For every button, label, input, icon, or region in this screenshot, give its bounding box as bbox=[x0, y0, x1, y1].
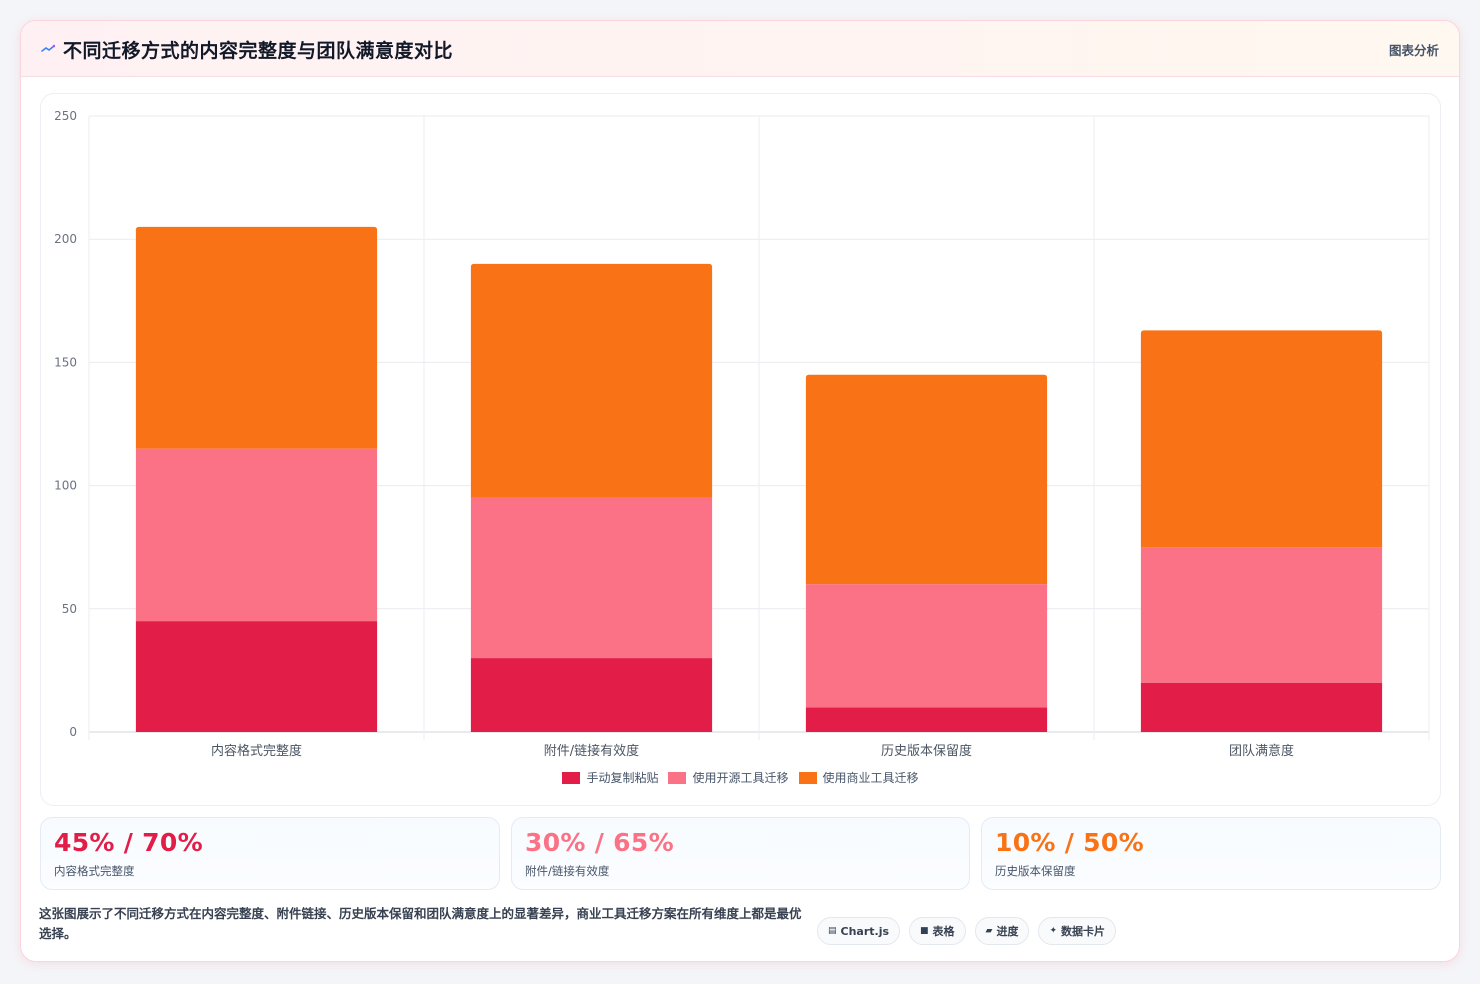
bar-segment bbox=[1140, 330, 1383, 548]
y-tick-label: 200 bbox=[54, 232, 77, 246]
bar-segment bbox=[1140, 682, 1383, 732]
chip-label: 表格 bbox=[932, 925, 955, 938]
stat-card-history: 10% / 50% 历史版本保留度 bbox=[981, 817, 1441, 890]
bar-segment bbox=[805, 584, 1048, 708]
chip-chartjs[interactable]: ▤ Chart.js bbox=[817, 917, 901, 945]
chart-icon: ▤ bbox=[828, 926, 837, 936]
card-icon: ✦ bbox=[1049, 926, 1058, 936]
legend-label: 使用开源工具迁移 bbox=[692, 771, 789, 785]
y-tick-label: 50 bbox=[62, 602, 77, 616]
chart-legend: 手动复制粘贴 使用开源工具迁移 使用商业工具迁移 bbox=[41, 769, 1440, 786]
stat-card-format: 45% / 70% 内容格式完整度 bbox=[40, 817, 500, 890]
chart-card: 不同迁移方式的内容完整度与团队满意度对比 图表分析 0 50 100 150 200 25… bbox=[20, 20, 1460, 962]
bar-segment bbox=[470, 658, 713, 732]
bar-segment bbox=[470, 263, 713, 498]
stat-label: 内容格式完整度 bbox=[54, 864, 135, 878]
bar-segment bbox=[805, 374, 1048, 585]
legend-swatch bbox=[562, 771, 581, 784]
stat-value: 30% / 65% bbox=[525, 828, 674, 857]
legend-item[interactable]: 使用开源工具迁移 bbox=[668, 769, 789, 786]
y-tick-label: 250 bbox=[54, 109, 77, 123]
card-header: 不同迁移方式的内容完整度与团队满意度对比 图表分析 bbox=[21, 21, 1459, 77]
legend-item[interactable]: 手动复制粘贴 bbox=[562, 769, 658, 786]
stacked-bar-chart: 0 50 100 150 200 250 内容格式完整度 附件/链接有效度 历史版本保留度 团队满… bbox=[54, 109, 1430, 759]
legend-label: 使用商业工具迁移 bbox=[822, 771, 919, 785]
x-tick-label: 历史版本保留度 bbox=[881, 743, 972, 759]
chip-data-card[interactable]: ✦ 数据卡片 bbox=[1038, 917, 1117, 945]
chart-panel: 0 50 100 150 200 250 内容格式完整度 附件/链接有效度 历史版本保留度 团队满… bbox=[40, 93, 1441, 806]
stat-card-attachments: 30% / 65% 附件/链接有效度 bbox=[511, 817, 970, 890]
header-tag[interactable]: 图表分析 bbox=[1388, 43, 1439, 58]
stat-label: 历史版本保留度 bbox=[995, 864, 1076, 878]
x-tick-label: 团队满意度 bbox=[1229, 743, 1294, 759]
tech-chips: ▤ Chart.js ■ 表格 ▰ 进度 ✦ 数据卡片 bbox=[817, 917, 1117, 945]
bar-segment bbox=[135, 448, 378, 622]
bar-segment bbox=[135, 621, 378, 732]
x-tick-label: 附件/链接有效度 bbox=[544, 743, 639, 759]
bar-segment bbox=[470, 497, 713, 659]
stat-label: 附件/链接有效度 bbox=[525, 864, 610, 878]
x-tick-label: 内容格式完整度 bbox=[211, 743, 302, 759]
progress-icon: ▰ bbox=[985, 926, 993, 936]
chip-label: 进度 bbox=[996, 925, 1019, 938]
legend-swatch bbox=[668, 771, 687, 784]
legend-swatch bbox=[798, 771, 817, 784]
page-title: 不同迁移方式的内容完整度与团队满意度对比 bbox=[63, 40, 454, 62]
chip-table[interactable]: ■ 表格 bbox=[909, 917, 966, 945]
chip-label: Chart.js bbox=[840, 924, 890, 938]
stat-value: 10% / 50% bbox=[995, 828, 1144, 857]
chart-description: 这张图展示了不同迁移方式在内容完整度、附件链接、历史版本保留和团队满意度上的显著… bbox=[39, 906, 802, 941]
stat-value: 45% / 70% bbox=[54, 828, 203, 857]
chart-spark-icon bbox=[41, 44, 55, 52]
chip-label: 数据卡片 bbox=[1061, 925, 1106, 938]
y-tick-label: 150 bbox=[54, 355, 77, 369]
bar-segment bbox=[135, 226, 378, 449]
legend-item[interactable]: 使用商业工具迁移 bbox=[798, 769, 919, 786]
bar-segment bbox=[805, 707, 1048, 732]
bar-segment bbox=[1140, 547, 1383, 683]
y-tick-label: 0 bbox=[69, 725, 77, 739]
y-tick-label: 100 bbox=[54, 479, 77, 493]
legend-label: 手动复制粘贴 bbox=[586, 771, 659, 785]
chip-progress[interactable]: ▰ 进度 bbox=[974, 917, 1030, 945]
table-icon: ■ bbox=[920, 926, 929, 936]
